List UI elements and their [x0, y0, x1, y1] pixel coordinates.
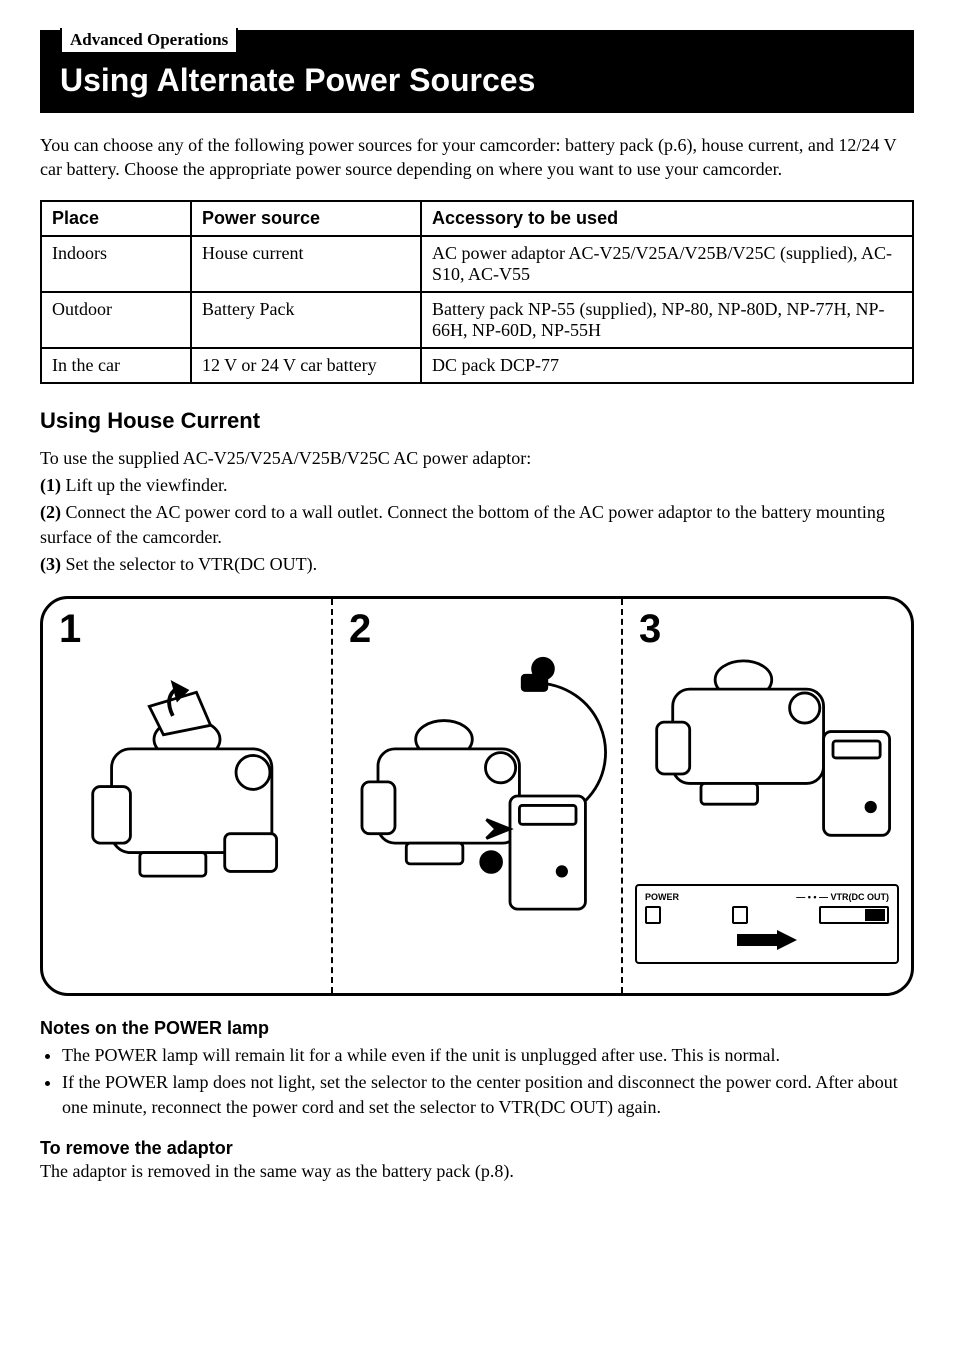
- page-title: Using Alternate Power Sources: [40, 54, 914, 113]
- switch-label-vtr: — • • — VTR(DC OUT): [796, 892, 889, 902]
- cell-place: In the car: [41, 348, 191, 383]
- step-text: Set the selector to VTR(DC OUT).: [66, 554, 318, 574]
- diagram-panel-2: 2: [331, 599, 621, 993]
- step-line: (2) Connect the AC power cord to a wall …: [40, 500, 914, 550]
- step-number: (3): [40, 554, 61, 574]
- intro-paragraph: You can choose any of the following powe…: [40, 133, 914, 182]
- remove-text: The adaptor is removed in the same way a…: [40, 1159, 914, 1184]
- cell-source: Battery Pack: [191, 292, 421, 348]
- step-text: Connect the AC power cord to a wall outl…: [40, 502, 885, 547]
- svg-text:2: 2: [487, 854, 494, 869]
- lead-line: To use the supplied AC-V25/V25A/V25B/V25…: [40, 446, 914, 471]
- panel-number: 2: [349, 607, 371, 652]
- cell-accessory: DC pack DCP-77: [421, 348, 913, 383]
- subheading-house-current: Using House Current: [40, 408, 914, 434]
- cell-place: Indoors: [41, 236, 191, 292]
- camcorder-illustration-2: 1 2: [345, 611, 609, 981]
- panel-number: 3: [639, 607, 661, 652]
- col-header-source: Power source: [191, 201, 421, 236]
- switch-position-left: [645, 906, 661, 924]
- switch-label-power: POWER: [645, 892, 679, 902]
- step-line: (1) Lift up the viewfinder.: [40, 473, 914, 498]
- step-number: (1): [40, 475, 61, 495]
- house-current-body: To use the supplied AC-V25/V25A/V25B/V25…: [40, 446, 914, 578]
- diagram-panel-3: 3 POWER — • • — VTR(DC OUT): [621, 599, 911, 993]
- page-header: Advanced Operations Using Alternate Powe…: [40, 30, 914, 113]
- cell-accessory: Battery pack NP-55 (supplied), NP-80, NP…: [421, 292, 913, 348]
- manual-page: Advanced Operations Using Alternate Powe…: [0, 0, 954, 1214]
- table-header-row: Place Power source Accessory to be used: [41, 201, 913, 236]
- step-text: Lift up the viewfinder.: [66, 475, 228, 495]
- cell-accessory: AC power adaptor AC-V25/V25A/V25B/V25C (…: [421, 236, 913, 292]
- remove-heading: To remove the adaptor: [40, 1138, 914, 1159]
- switch-knob: [865, 909, 885, 921]
- notes-list: The POWER lamp will remain lit for a whi…: [40, 1043, 914, 1121]
- svg-text:1: 1: [539, 661, 546, 676]
- cell-place: Outdoor: [41, 292, 191, 348]
- camcorder-illustration-1: [55, 611, 319, 981]
- power-source-table: Place Power source Accessory to be used …: [40, 200, 914, 384]
- table-row: Outdoor Battery Pack Battery pack NP-55 …: [41, 292, 913, 348]
- diagram-panel-1: 1: [43, 599, 331, 993]
- switch-arrow: [645, 930, 889, 952]
- step-number: (2): [40, 502, 61, 522]
- panel-number: 1: [59, 607, 81, 652]
- switch-track: [645, 906, 889, 924]
- cell-source: House current: [191, 236, 421, 292]
- switch-position-right: [819, 906, 889, 924]
- selector-switch-diagram: POWER — • • — VTR(DC OUT): [635, 884, 899, 964]
- instruction-diagram: 1 2: [40, 596, 914, 996]
- camcorder-illustration-3: [635, 611, 899, 871]
- col-header-accessory: Accessory to be used: [421, 201, 913, 236]
- table-row: Indoors House current AC power adaptor A…: [41, 236, 913, 292]
- table-row: In the car 12 V or 24 V car battery DC p…: [41, 348, 913, 383]
- switch-position-center: [732, 906, 748, 924]
- cell-source: 12 V or 24 V car battery: [191, 348, 421, 383]
- note-item: If the POWER lamp does not light, set th…: [62, 1070, 914, 1120]
- note-item: The POWER lamp will remain lit for a whi…: [62, 1043, 914, 1068]
- section-tab: Advanced Operations: [60, 28, 238, 54]
- step-line: (3) Set the selector to VTR(DC OUT).: [40, 552, 914, 577]
- notes-heading: Notes on the POWER lamp: [40, 1018, 914, 1039]
- col-header-place: Place: [41, 201, 191, 236]
